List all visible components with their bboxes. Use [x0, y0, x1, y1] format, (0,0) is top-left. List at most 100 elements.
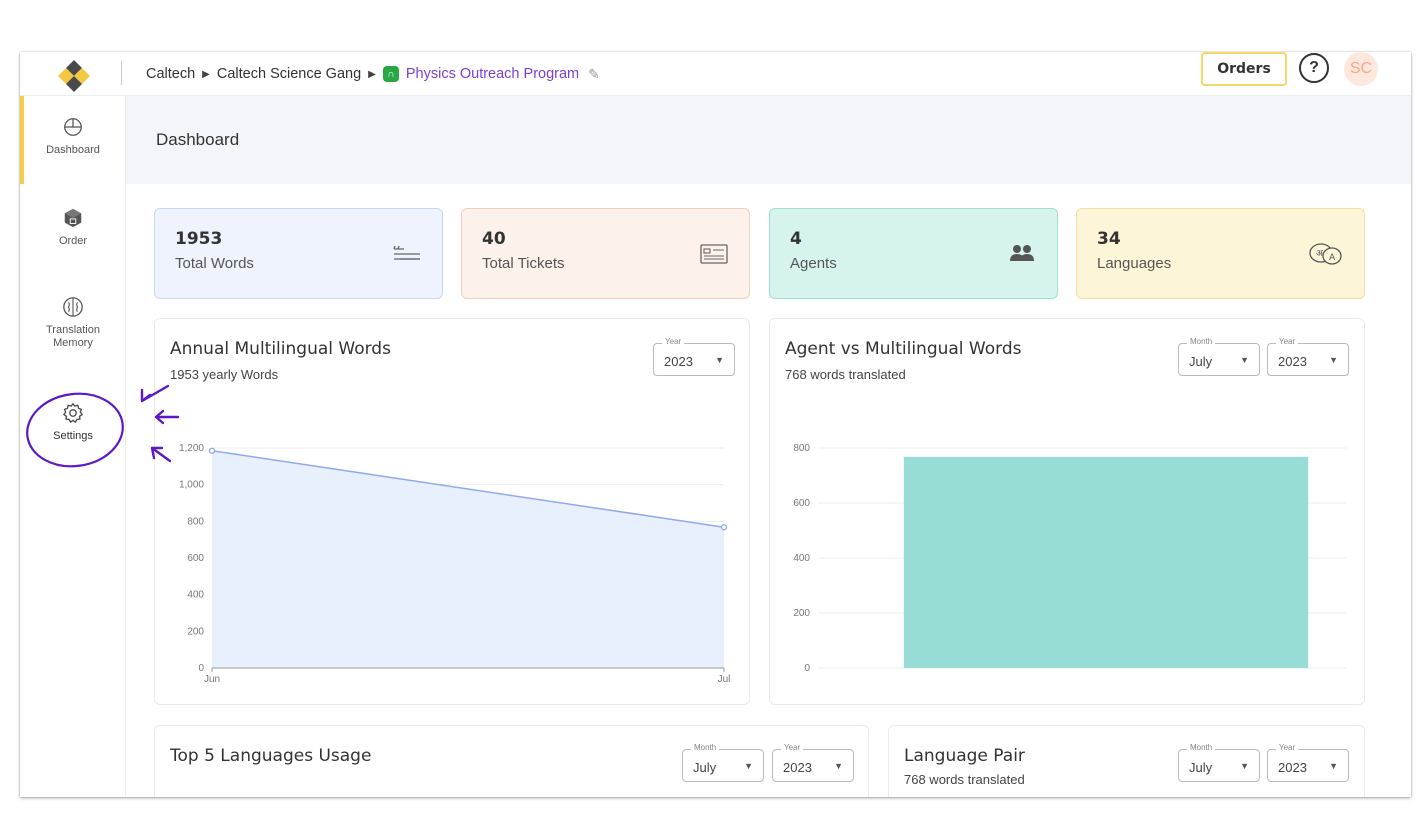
- select-legend: Year: [1276, 743, 1299, 752]
- month-select[interactable]: Month July ▼: [682, 743, 764, 782]
- agent-words-panel: Agent vs Multilingual Words 768 words tr…: [769, 318, 1365, 705]
- box-icon: [64, 208, 82, 228]
- app-window: Caltech ▶ Caltech Science Gang ▶ ∩ Physi…: [20, 52, 1411, 797]
- month-select[interactable]: Month July ▼: [1178, 743, 1260, 782]
- select-value: July: [1189, 354, 1213, 369]
- data-point: [720, 524, 728, 531]
- stat-card-total-tickets: 40 Total Tickets: [461, 208, 750, 299]
- select-value: 2023: [1278, 760, 1307, 775]
- select-legend: Year: [1276, 337, 1299, 346]
- avatar[interactable]: SC: [1344, 52, 1378, 86]
- brain-icon: [63, 297, 83, 317]
- select-value: July: [1189, 760, 1213, 775]
- agent-words-chart: 0 200 400 600 800: [793, 443, 1346, 674]
- translate-icon: अ A: [1309, 243, 1342, 265]
- page-title: Dashboard: [156, 130, 240, 149]
- stat-value: 40: [482, 229, 506, 249]
- caret-down-icon: ▼: [744, 761, 753, 771]
- select-value: 2023: [1278, 354, 1307, 369]
- data-point: [208, 447, 216, 454]
- top-languages-panel: Top 5 Languages Usage Month July ▼ Year …: [154, 725, 869, 797]
- y-tick-label: 200: [793, 608, 810, 619]
- y-tick-label: 800: [793, 443, 810, 454]
- y-tick-label: 600: [793, 498, 810, 509]
- select-legend: Month: [691, 743, 720, 752]
- x-tick-label: Jul: [718, 674, 731, 685]
- y-tick-label: 400: [793, 553, 810, 564]
- sidebar-item-dashboard[interactable]: Dashboard: [20, 116, 126, 156]
- caret-down-icon: ▼: [1240, 761, 1249, 771]
- sidebar-item-settings[interactable]: Settings: [20, 402, 126, 442]
- series-line: [211, 450, 725, 528]
- y-tick-label: 200: [187, 626, 204, 637]
- sidebar-item-label: Dashboard: [46, 144, 100, 156]
- select-legend: Month: [1187, 743, 1216, 752]
- year-select[interactable]: Year 2023 ▼: [772, 743, 854, 782]
- select-legend: Year: [781, 743, 804, 752]
- annual-words-panel: Annual Multilingual Words 1953 yearly Wo…: [154, 318, 750, 705]
- sidebar-item-label: Order: [58, 235, 88, 247]
- gear-icon: [63, 403, 83, 423]
- y-tick-label: 1,000: [179, 480, 204, 491]
- year-select[interactable]: Year 2023 ▼: [1267, 743, 1349, 782]
- stat-value: 1953: [175, 229, 223, 249]
- edit-pencil-icon[interactable]: ✎: [588, 65, 600, 82]
- stat-label: Total Tickets: [482, 255, 565, 272]
- stat-card-agents: 4 Agents: [769, 208, 1058, 299]
- panel-subtitle: 768 words translated: [785, 367, 906, 382]
- users-icon: [1010, 245, 1034, 261]
- sidebar-item-order[interactable]: Order: [20, 207, 126, 247]
- stat-value: 4: [790, 229, 802, 249]
- page-header: Dashboard: [126, 96, 1411, 184]
- select-value: July: [693, 760, 717, 775]
- y-tick-label: 400: [187, 590, 204, 601]
- logo-divider: [121, 61, 122, 85]
- select-legend: Month: [1187, 337, 1216, 346]
- panel-subtitle: 1953 yearly Words: [170, 367, 279, 382]
- y-tick-label: 1,200: [179, 443, 204, 454]
- top-bar: Caltech ▶ Caltech Science Gang ▶ ∩ Physi…: [20, 52, 1411, 96]
- svg-text:A: A: [1329, 253, 1336, 263]
- active-indicator: [20, 96, 24, 184]
- stat-label: Agents: [790, 255, 837, 272]
- text-lines-icon: [393, 245, 420, 260]
- panel-title: Top 5 Languages Usage: [170, 746, 372, 766]
- y-tick-label: 0: [804, 663, 810, 674]
- caret-down-icon: ▼: [715, 355, 724, 365]
- orders-button[interactable]: Orders: [1201, 52, 1287, 86]
- panel-title: Language Pair: [904, 746, 1025, 766]
- year-select[interactable]: Year 2023 ▼: [1267, 337, 1349, 376]
- x-tick-label: Jun: [204, 674, 220, 685]
- help-icon[interactable]: ?: [1299, 53, 1329, 83]
- annual-words-chart: 0 200 400 600 800 1,000 1,200 Jun Jul: [179, 443, 731, 685]
- stat-label: Languages: [1097, 255, 1172, 272]
- stat-label: Total Words: [175, 255, 254, 272]
- sidebar-item-translation-memory[interactable]: Translation Memory: [20, 296, 126, 350]
- area-fill: [212, 450, 724, 668]
- pie-chart-icon: [64, 118, 82, 136]
- month-select[interactable]: Month July ▼: [1178, 337, 1260, 376]
- caret-down-icon: ▼: [1240, 355, 1249, 365]
- panel-subtitle: 768 words translated: [904, 772, 1025, 787]
- breadcrumb-project[interactable]: Physics Outreach Program: [405, 66, 580, 82]
- y-tick-label: 0: [198, 663, 204, 674]
- stat-card-total-words: 1953 Total Words: [154, 208, 443, 299]
- ticket-icon: [700, 244, 728, 264]
- language-pair-panel: Language Pair 768 words translated Month…: [888, 725, 1365, 797]
- caret-right-icon: ▶: [368, 68, 376, 80]
- breadcrumb-team[interactable]: Caltech Science Gang: [216, 66, 362, 82]
- breadcrumb-org[interactable]: Caltech: [146, 66, 196, 82]
- panel-title: Annual Multilingual Words: [170, 339, 391, 359]
- y-tick-label: 600: [187, 553, 204, 564]
- select-value: 2023: [783, 760, 812, 775]
- stat-card-languages: 34 Languages अ A: [1076, 208, 1365, 299]
- select-legend: Year: [662, 337, 685, 346]
- stat-value: 34: [1097, 229, 1121, 249]
- logo-icon[interactable]: [56, 58, 92, 94]
- y-tick-label: 800: [187, 516, 204, 527]
- caret-down-icon: ▼: [1329, 761, 1338, 771]
- year-select[interactable]: Year 2023 ▼: [653, 337, 735, 376]
- headset-icon: ∩: [382, 66, 399, 82]
- sidebar-item-label: Translation Memory: [45, 324, 100, 349]
- caret-down-icon: ▼: [1329, 355, 1338, 365]
